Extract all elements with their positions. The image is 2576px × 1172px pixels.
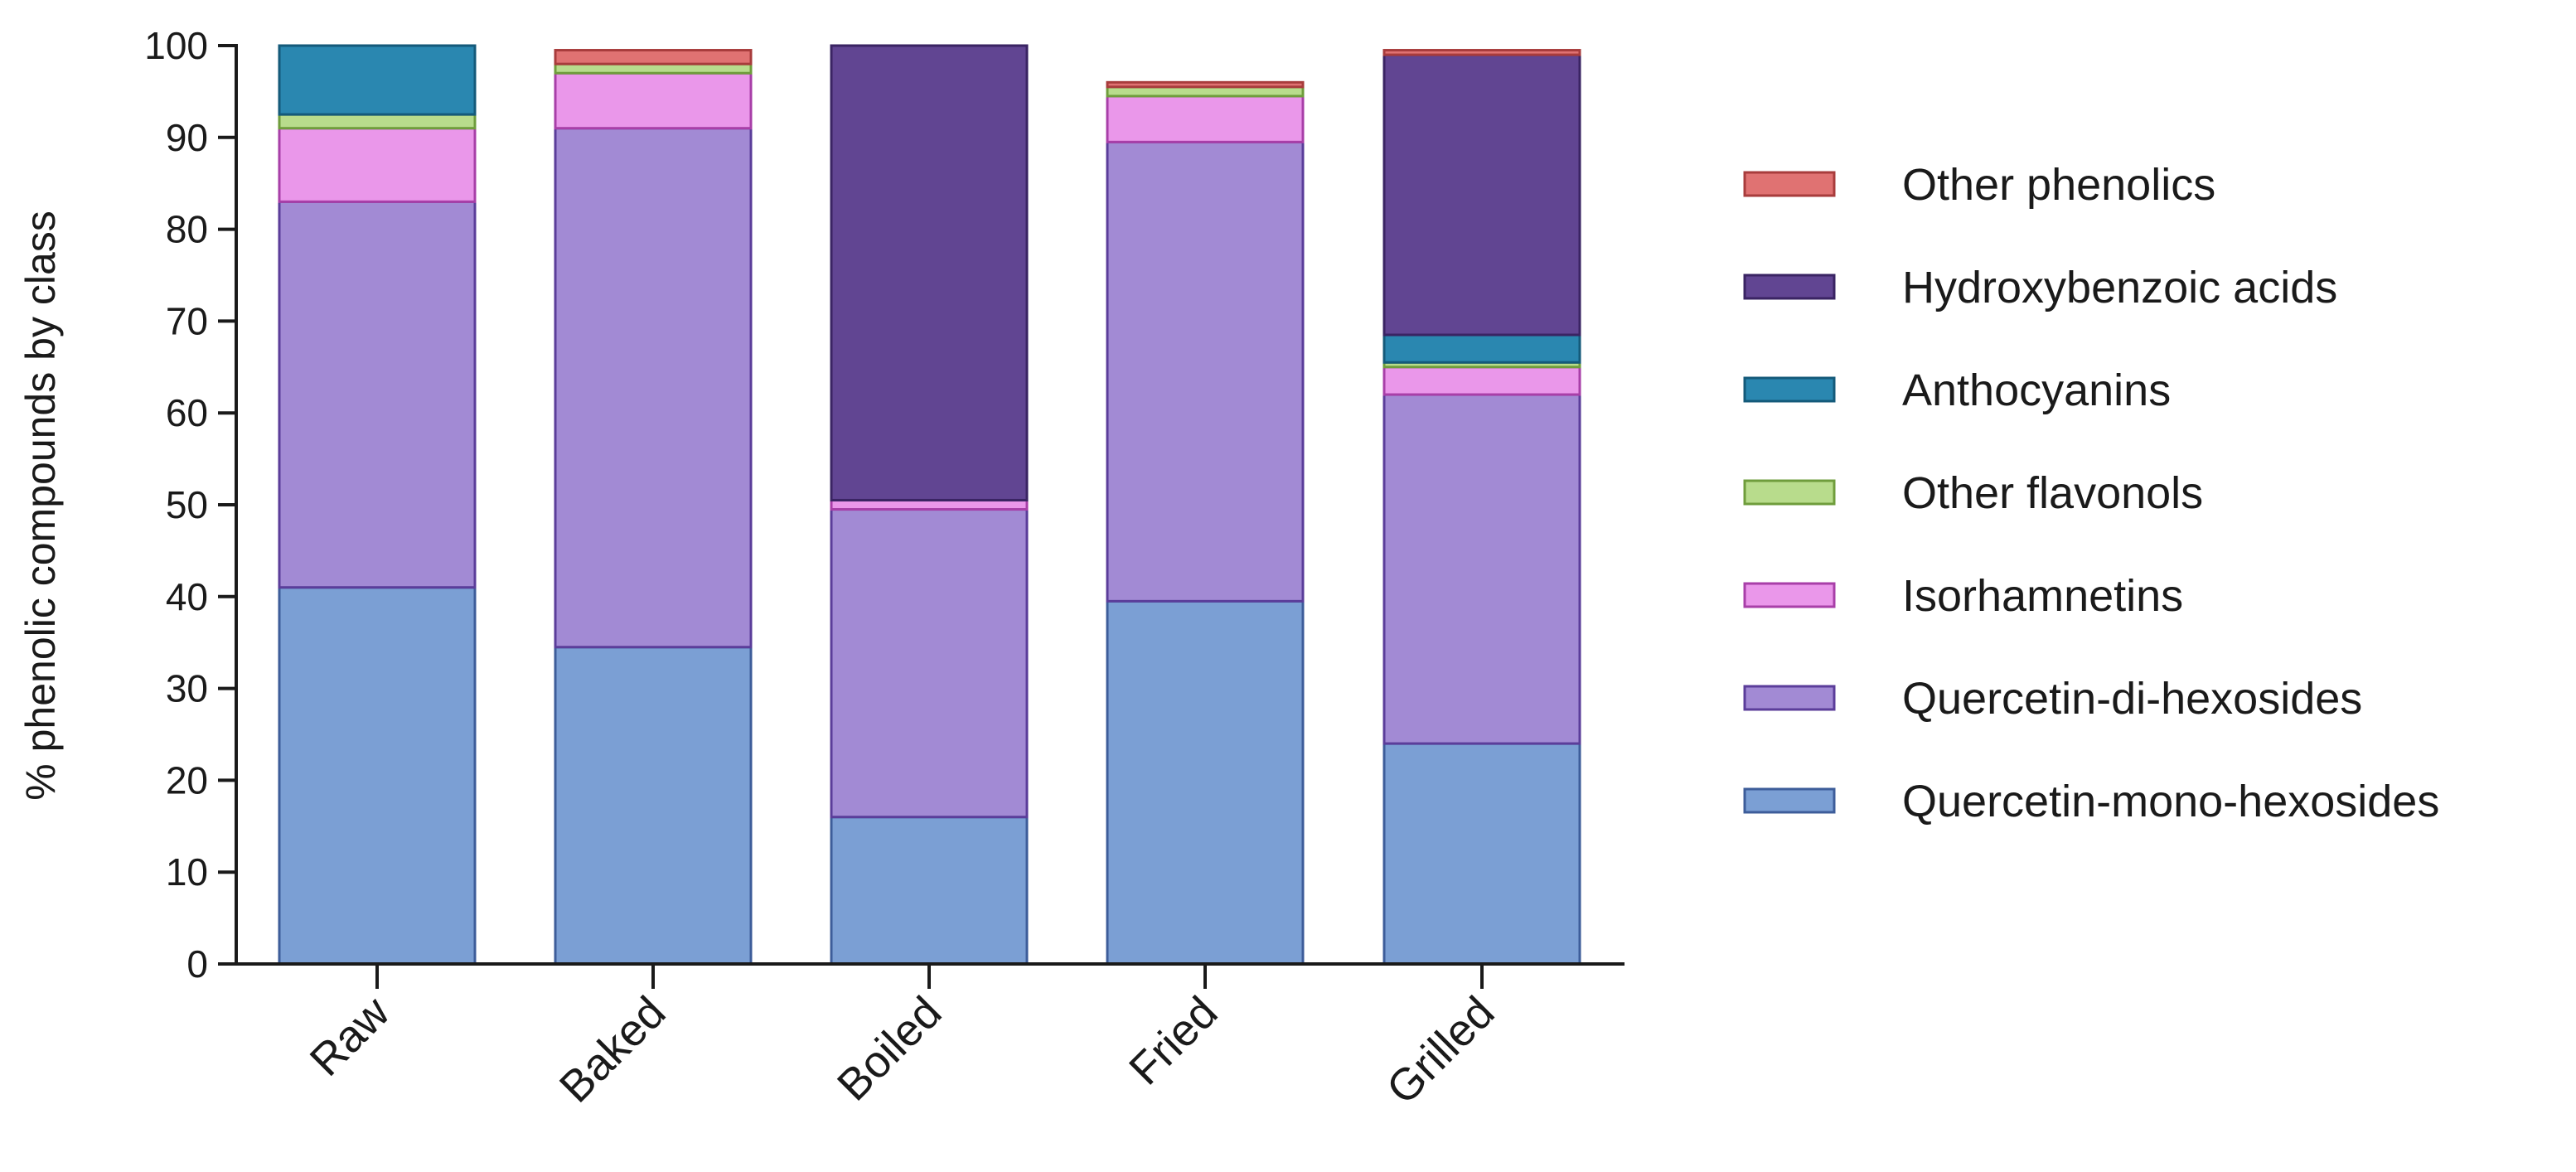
legend: Other phenolics Hydroxybenzoic acids Antho… [1743,160,2439,826]
bar-segment-baked-quercetin-mono-hexosides [554,646,753,966]
legend-item-anthocyanins: Anthocyanins [1743,366,2171,415]
legend-label-other-phenolics: Other phenolics [1902,160,2215,210]
bar-segment-baked-quercetin-di-hexosides [554,127,753,649]
legend-item-isorhamnetins: Isorhamnetins [1743,571,2183,621]
x-tick-label-baked: Baked [550,987,675,1112]
bar-segment-boiled-quercetin-di-hexosides [830,508,1029,819]
bar-segment-fried-quercetin-mono-hexosides [1106,599,1305,966]
legend-label-isorhamnetins: Isorhamnetins [1902,571,2183,621]
bar-segment-boiled-hydroxybenzoic-acids [830,44,1029,501]
legend-swatch-quercetin-mono-hexosides [1743,787,1836,814]
legend-swatch-isorhamnetins [1743,582,1836,608]
y-axis-title: % phenolic compounds by class [17,211,64,801]
x-tick-label-raw: Raw [301,986,400,1086]
y-tick-label-60: 60 [166,391,208,434]
bar-segment-baked-isorhamnetins [554,71,753,130]
bar-segment-raw-anthocyanins [278,44,477,116]
legend-label-other-flavonols: Other flavonols [1902,468,2203,518]
y-tick-label-20: 20 [166,758,208,802]
y-tick-label-30: 30 [166,667,208,710]
y-tick-label-100: 100 [144,24,208,67]
bar-segment-grilled-hydroxybenzoic-acids [1382,53,1581,337]
legend-swatch-hydroxybenzoic-acids [1743,274,1836,300]
bar-segment-grilled-isorhamnetins [1382,366,1581,396]
legend-item-quercetin-mono-hexosides: Quercetin-mono-hexosides [1743,777,2439,826]
bar-segment-raw-quercetin-di-hexosides [278,200,477,589]
legend-item-quercetin-di-hexosides: Quercetin-di-hexosides [1743,674,2362,724]
bar-segment-boiled-isorhamnetins [830,498,1029,511]
bar-segment-raw-quercetin-mono-hexosides [278,586,477,966]
y-tick-label-80: 80 [166,208,208,251]
bar-segment-baked-other-flavonols [554,62,753,75]
bar-segment-baked-other-phenolics [554,49,753,65]
legend-label-anthocyanins: Anthocyanins [1902,366,2171,415]
legend-label-quercetin-mono-hexosides: Quercetin-mono-hexosides [1902,777,2439,826]
bar-stack-boiled [830,44,1029,966]
bar-segment-grilled-other-phenolics [1382,49,1581,56]
bar-segment-fried-other-flavonols [1106,85,1305,98]
x-tick-label-grilled: Grilled [1378,987,1504,1114]
x-tick-label-fried: Fried [1120,987,1227,1094]
bar-segment-fried-quercetin-di-hexosides [1106,140,1305,603]
y-tick-label-70: 70 [166,299,208,342]
bar-stack-fried [1106,80,1305,966]
bar-segment-fried-isorhamnetins [1106,94,1305,143]
legend-label-quercetin-di-hexosides: Quercetin-di-hexosides [1902,674,2362,724]
y-tick-label-0: 0 [186,942,208,986]
y-tick-label-40: 40 [166,575,208,618]
bar-stack-grilled [1382,49,1581,966]
legend-swatch-quercetin-di-hexosides [1743,685,1836,711]
bar-stack-baked [554,49,753,966]
y-tick-label-10: 10 [166,850,208,894]
bar-segment-raw-other-flavonols [278,113,477,130]
bar-segment-grilled-quercetin-di-hexosides [1382,393,1581,745]
bar-segment-boiled-quercetin-mono-hexosides [830,816,1029,966]
y-tick-label-50: 50 [166,483,208,526]
bar-segment-raw-isorhamnetins [278,127,477,203]
y-tick-label-90: 90 [166,116,208,159]
legend-swatch-other-flavonols [1743,479,1836,506]
legend-item-hydroxybenzoic-acids: Hydroxybenzoic acids [1743,263,2337,312]
legend-item-other-phenolics: Other phenolics [1743,160,2215,210]
bar-segment-grilled-quercetin-mono-hexosides [1382,742,1581,966]
legend-swatch-anthocyanins [1743,376,1836,403]
legend-item-other-flavonols: Other flavonols [1743,468,2203,518]
legend-label-hydroxybenzoic-acids: Hydroxybenzoic acids [1902,263,2337,312]
bars-layer [278,44,1581,966]
x-tick-label-boiled: Boiled [828,987,951,1111]
bar-segment-grilled-anthocyanins [1382,333,1581,364]
bar-segment-fried-other-phenolics [1106,80,1305,89]
bar-stack-raw [278,44,477,966]
legend-swatch-other-phenolics [1743,171,1836,197]
